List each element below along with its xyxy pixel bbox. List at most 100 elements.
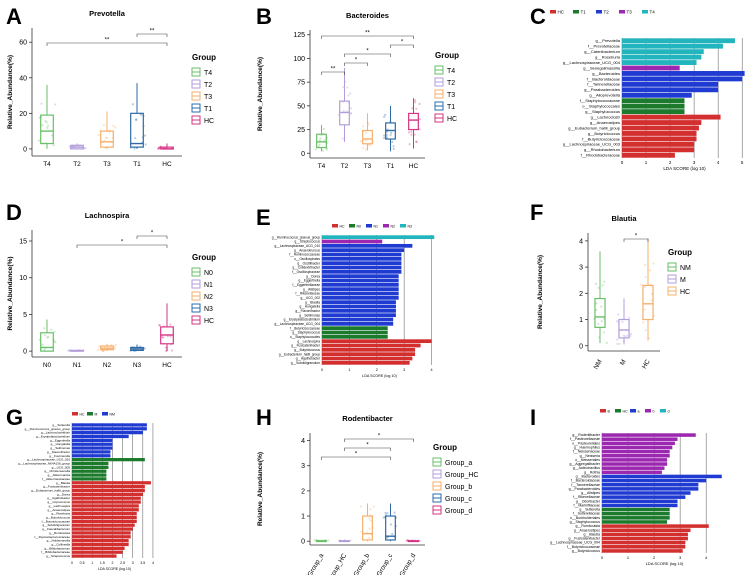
data-point [649,269,652,272]
lda-bar-label: f__Akkermansiaceae [42,477,71,481]
data-point [143,134,147,137]
data-point [408,143,411,146]
data-point [314,148,317,151]
data-point [52,144,55,147]
y-tick-label: 3 [579,265,583,272]
x-tick-label: HC [162,362,172,369]
significance-bracket [321,456,391,460]
lda-bar [602,495,686,499]
legend-label-m: M [680,277,686,284]
lda-bar [622,54,702,60]
lda-bar [602,487,699,491]
data-point [50,328,53,331]
lda-bar-label: g__Christensenella [44,469,70,473]
lda-bar-label: g__Bifidobacterium [44,546,70,550]
y-tick-label: 60 [19,40,27,47]
lda-bar-label: g__Roseburia [595,54,621,59]
lda-bar [602,462,668,466]
lda-bar-label: g__Lachnospiraceae_NK4A136_group [18,461,70,465]
y-tick-label: 0 [23,146,27,153]
lda-bar-label: f__Neisseriaceae [573,450,600,454]
y-tick-label: 125 [293,32,305,39]
data-point [389,523,393,526]
data-point [617,313,620,316]
x-tick-label: T4 [43,161,51,168]
lda-bar-label: g__Flavonifractor [47,450,70,454]
data-point [640,283,643,286]
lda-bar-label: g__Sellimonas [299,313,320,317]
data-point [600,320,603,323]
lda-bar [72,454,111,458]
lda-bar-label: o__Neisseriales [575,458,600,462]
data-point [53,340,56,343]
data-point [410,130,413,133]
lda-bar [602,499,678,504]
legend-label-n1: N1 [204,282,213,289]
y-tick-label: 4 [301,438,305,445]
data-point [626,334,629,337]
data-point [652,262,655,265]
data-point [603,280,606,283]
panel-label-i: I [530,405,537,430]
x-tick-label: Group_c [376,552,395,575]
lda-bar-label: f__Butyricicoccaceae [582,136,621,141]
data-point [384,511,387,514]
data-point [415,140,418,143]
data-point [595,282,598,285]
significance-label: * [635,234,638,240]
lda-bar-label: g__Dorea [57,492,71,496]
legend-label-group-b: Group_b [445,484,472,491]
legend-swatch [332,224,338,228]
lda-bar [72,485,145,489]
significance-bracket [344,62,368,66]
lda-bar [72,488,145,493]
data-point [46,336,49,339]
chart-title: Bacteroides [346,11,389,20]
data-point [595,308,598,312]
lda-bar [322,252,402,257]
box-nm [594,297,606,329]
lda-bar-label: g__Lachnospiraceae_UCG_010 [274,244,320,248]
data-point [414,101,417,104]
lda-bar-label: f__Eggerthellaceae [292,283,320,287]
legend-label-t3: T3 [627,10,633,15]
data-point [112,124,115,127]
data-point [83,147,86,150]
significance-bracket [46,42,168,46]
x-tick-label: N1 [73,362,82,369]
y-tick-label: 2 [579,291,583,298]
lda-bar-label: g__Fournierella [49,454,70,458]
data-point [597,286,600,289]
data-point [47,335,50,338]
significance-bracket [344,438,414,442]
x-tick-label: T2 [73,161,81,168]
lda-bar-label: o__Staphylococcales [290,335,321,339]
lda-bar-label: g__Rothia [584,470,600,474]
data-point [43,334,47,337]
data-point [595,302,598,305]
lda-bar-label: f__Peptostreptococcaceae [34,535,70,539]
lda-bar-label: f__Ruminococcaceae [289,253,320,257]
lda-bar [622,141,695,147]
lda-bar-label: g__Lachnoclostridium [41,431,71,435]
lda-bar [72,531,131,535]
data-point [161,335,164,338]
lda-bar [72,512,137,516]
data-point [644,276,647,279]
box-t3 [362,129,373,145]
lda-bar [72,535,131,539]
data-point [418,102,421,106]
lda-bar [72,500,141,504]
data-point [342,109,345,113]
x-tick-label: 0 [601,555,604,560]
lda-bar [72,431,143,435]
lda-bar [602,453,670,458]
lda-bar-label: f__Rikenellaceae [295,292,320,296]
significance-label: ** [331,67,336,73]
data-point [642,321,645,324]
lda-bar [602,516,670,520]
legend-swatch [600,409,606,413]
x-tick-label: NM [593,359,604,371]
lda-bar [602,474,722,479]
lda-bar [322,308,396,313]
